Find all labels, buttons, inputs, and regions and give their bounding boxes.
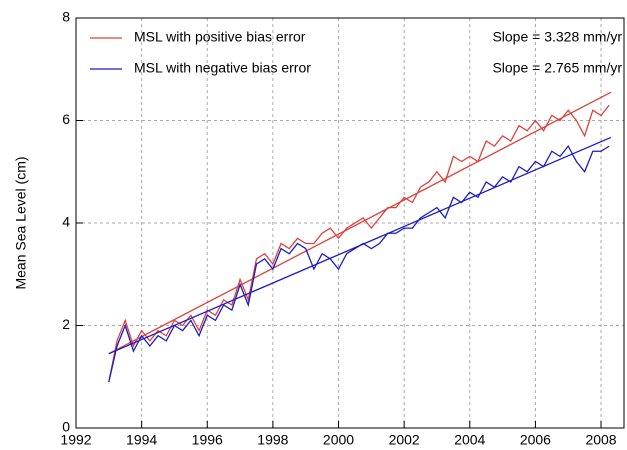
y-tick-label: 4 <box>62 214 70 230</box>
plot-frame <box>75 17 625 429</box>
y-tick-label: 0 <box>62 419 70 435</box>
data-line <box>108 104 610 383</box>
legend-label: MSL with negative bias error <box>134 60 311 76</box>
x-tick-label: 2008 <box>585 432 616 448</box>
x-tick-label: 1992 <box>60 432 91 448</box>
x-tick-label: 2002 <box>389 432 420 448</box>
y-axis-label: Mean Sea Level (cm) <box>13 156 29 289</box>
x-tick-label: 2000 <box>323 432 354 448</box>
y-tick-label: 8 <box>62 9 70 25</box>
data-line <box>108 144 610 383</box>
x-tick-label: 1996 <box>192 432 223 448</box>
slope-label: Slope = 2.765 mm/yr <box>492 60 622 76</box>
trend-line <box>108 136 612 355</box>
x-tick-label: 1994 <box>126 432 157 448</box>
x-tick-label: 1998 <box>257 432 288 448</box>
trend-line <box>108 91 612 355</box>
y-tick-label: 2 <box>62 316 70 332</box>
legend-label: MSL with positive bias error <box>134 29 306 45</box>
y-tick-label: 6 <box>62 111 70 127</box>
x-tick-label: 2006 <box>520 432 551 448</box>
slope-label: Slope = 3.328 mm/yr <box>492 29 622 45</box>
x-tick-label: 2004 <box>454 432 485 448</box>
